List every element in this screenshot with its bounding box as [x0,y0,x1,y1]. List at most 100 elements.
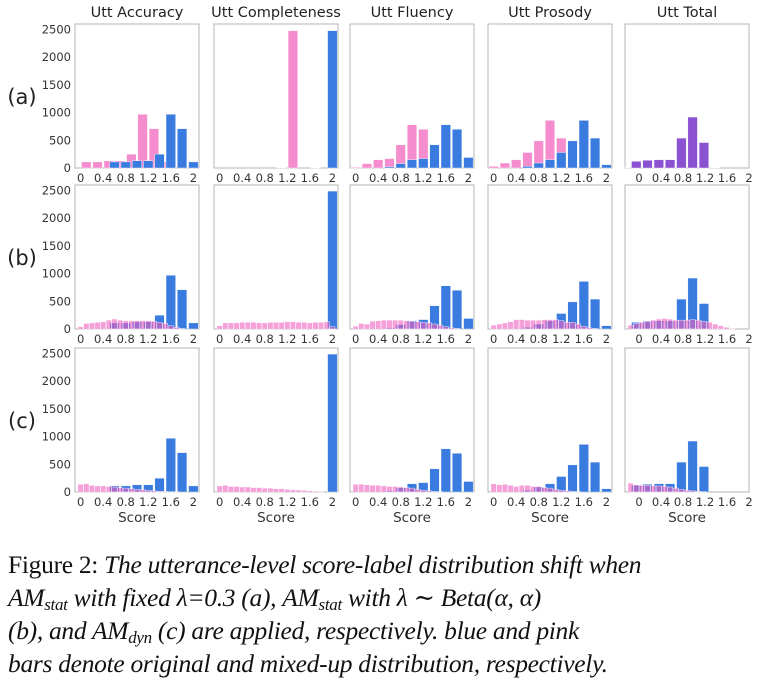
bar-mixed [729,328,735,330]
bar-original [188,322,199,330]
bar-original [132,160,142,169]
panel-title: Utt Total [657,5,717,21]
bar-mixed [676,137,687,169]
bar-mixed [698,142,709,169]
x-tick-label: 2 [465,495,472,509]
bar-mixed [352,326,359,330]
bar-mixed [284,321,291,330]
x-tick-label: 0.4 [233,171,251,185]
x-tick-label: 1.2 [278,171,296,185]
x-tick-label: 0 [216,171,223,185]
bar-mixed [490,483,497,493]
bar-mixed [667,486,673,493]
bar-mixed [655,485,662,493]
bar-original [440,285,451,330]
x-tick-label: 2 [603,495,610,509]
bar-mixed [488,166,499,169]
bar-mixed [442,326,449,330]
bar-mixed [530,319,536,330]
bar-mixed [122,487,129,493]
bar-original [165,275,176,330]
bar-mixed [689,490,696,493]
x-tick-label: 1.2 [139,171,157,185]
bar-mixed [437,324,444,330]
bar-mixed [420,322,427,330]
x-tick-label: 1.6 [575,332,593,346]
bar-mixed [653,159,664,169]
figure-caption: Figure 2: The utterance-level score-labe… [8,548,760,680]
x-tick-label: 0.8 [674,495,692,509]
bar-mixed [414,489,421,493]
bar-mixed [454,328,460,330]
bar-mixed [295,322,302,330]
bar-original [395,163,406,169]
bar-mixed [216,485,223,493]
x-tick-label: 2 [329,171,336,185]
bar-mixed [689,319,696,330]
row-label: (a) [7,85,36,109]
bar-original [601,488,612,493]
bar-mixed [642,160,653,169]
bar-mixed [122,320,129,330]
x-tick-label: 1.2 [552,171,570,185]
x-tick-label: 0.8 [256,495,274,509]
bar-mixed [687,116,698,169]
x-tick-label: 1.6 [575,171,593,185]
x-tick-label: 0 [635,332,642,346]
bar-mixed [547,487,553,493]
bar-mixed [672,487,679,493]
x-tick-label: 0.4 [233,332,251,346]
bar-mixed [92,161,103,169]
bar-mixed [89,485,95,493]
bar-mixed [717,325,724,330]
bar-mixed [358,484,365,493]
x-axis-label: Score [393,510,431,526]
bar-mixed [111,486,118,493]
y-tick-label: 1000 [42,267,71,281]
panel-frame [624,347,750,493]
x-tick-label: 1.6 [301,332,319,346]
x-tick-label: 0.4 [94,332,112,346]
bar-mixed [631,161,642,169]
bar-mixed [535,319,542,330]
y-tick-label: 500 [49,457,71,471]
y-tick-label: 2000 [42,374,71,388]
x-tick-label: 2 [190,171,197,185]
x-tick-label: 0.8 [392,332,410,346]
bar-mixed [151,490,157,493]
caption-line-3: (b), and AMdyn (c) are applied, respecti… [8,616,580,647]
bar-mixed [318,322,324,330]
bar-original [177,452,188,493]
bar-mixed [167,325,174,330]
bar-mixed [83,323,90,330]
bar-original [590,137,601,169]
bar-mixed [496,323,503,330]
bar-mixed [358,323,365,330]
bar-mixed [228,486,234,493]
bar-mixed [373,159,384,169]
bar-original [556,152,567,169]
x-tick-label: 2 [745,495,752,509]
bar-original [567,464,578,493]
x-tick-label: 2 [329,332,336,346]
bar-mixed [639,322,645,330]
bar-mixed [287,30,298,169]
bar-mixed [502,484,508,493]
bar-mixed [380,485,387,493]
caption-text: The utterance-level score-label distribu… [104,550,642,579]
bar-mixed [403,487,410,493]
bar-mixed [151,321,157,330]
bar-original [463,481,474,493]
bar-original [578,120,589,169]
bar-original [327,353,338,493]
bar-mixed [329,326,336,330]
bar-mixed [678,489,685,493]
x-tick-label: 1.2 [414,171,432,185]
bar-mixed [547,319,553,330]
x-tick-label: 1.2 [696,495,714,509]
bar-mixed [244,322,251,330]
bar-mixed [228,322,234,330]
bar-mixed [134,489,140,493]
bar-mixed [139,489,146,493]
bar-mixed [94,322,101,330]
